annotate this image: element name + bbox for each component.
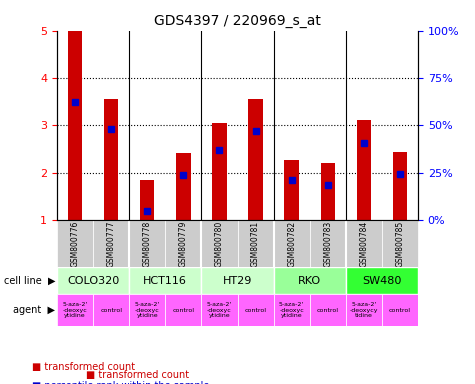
Text: control: control xyxy=(245,308,266,313)
Text: agent  ▶: agent ▶ xyxy=(13,305,55,315)
FancyBboxPatch shape xyxy=(57,294,93,326)
Bar xyxy=(176,153,190,220)
FancyBboxPatch shape xyxy=(93,220,129,267)
FancyBboxPatch shape xyxy=(238,294,274,326)
Text: control: control xyxy=(317,308,339,313)
Text: 5-aza-2'
-deoxyc
ytidine: 5-aza-2' -deoxyc ytidine xyxy=(279,302,304,318)
FancyBboxPatch shape xyxy=(129,267,201,294)
Text: cell line  ▶: cell line ▶ xyxy=(4,276,55,286)
FancyBboxPatch shape xyxy=(238,220,274,267)
Text: SW480: SW480 xyxy=(362,276,401,286)
Text: GSM800777: GSM800777 xyxy=(107,220,115,267)
Bar xyxy=(104,99,118,220)
Text: RKO: RKO xyxy=(298,276,321,286)
Text: 5-aza-2'
-deoxyc
ytidine: 5-aza-2' -deoxyc ytidine xyxy=(207,302,232,318)
Bar xyxy=(321,163,335,220)
FancyBboxPatch shape xyxy=(57,267,129,294)
FancyBboxPatch shape xyxy=(346,294,382,326)
Text: control: control xyxy=(172,308,194,313)
FancyBboxPatch shape xyxy=(201,267,274,294)
Text: GSM800785: GSM800785 xyxy=(396,220,404,267)
FancyBboxPatch shape xyxy=(57,220,93,267)
Bar xyxy=(140,180,154,220)
Text: GSM800783: GSM800783 xyxy=(323,220,332,267)
FancyBboxPatch shape xyxy=(201,294,238,326)
FancyBboxPatch shape xyxy=(129,294,165,326)
Bar xyxy=(212,123,227,220)
FancyBboxPatch shape xyxy=(201,220,238,267)
Text: ■ percentile rank within the sample: ■ percentile rank within the sample xyxy=(32,381,209,384)
FancyBboxPatch shape xyxy=(382,294,418,326)
Text: GSM800781: GSM800781 xyxy=(251,220,260,266)
Title: GDS4397 / 220969_s_at: GDS4397 / 220969_s_at xyxy=(154,14,321,28)
FancyBboxPatch shape xyxy=(346,220,382,267)
Bar xyxy=(68,31,82,220)
FancyBboxPatch shape xyxy=(165,294,201,326)
FancyBboxPatch shape xyxy=(346,267,418,294)
Bar xyxy=(248,99,263,220)
Text: HCT116: HCT116 xyxy=(143,276,187,286)
FancyBboxPatch shape xyxy=(310,294,346,326)
Text: GSM800778: GSM800778 xyxy=(143,220,152,267)
FancyBboxPatch shape xyxy=(382,220,418,267)
FancyBboxPatch shape xyxy=(165,220,201,267)
Text: COLO320: COLO320 xyxy=(67,276,119,286)
Bar xyxy=(357,120,371,220)
Text: 5-aza-2'
-deoxycy
tidine: 5-aza-2' -deoxycy tidine xyxy=(350,302,378,318)
Bar xyxy=(393,152,407,220)
Text: 5-aza-2'
-deoxyc
ytidine: 5-aza-2' -deoxyc ytidine xyxy=(134,302,160,318)
Text: control: control xyxy=(389,308,411,313)
Text: GSM800782: GSM800782 xyxy=(287,220,296,266)
Text: HT29: HT29 xyxy=(223,276,252,286)
Text: GSM800776: GSM800776 xyxy=(71,220,79,267)
FancyBboxPatch shape xyxy=(93,294,129,326)
Text: ■ transformed count: ■ transformed count xyxy=(32,362,135,372)
FancyBboxPatch shape xyxy=(310,220,346,267)
Text: control: control xyxy=(100,308,122,313)
Text: 5-aza-2'
-deoxyc
ytidine: 5-aza-2' -deoxyc ytidine xyxy=(62,302,88,318)
Text: GSM800779: GSM800779 xyxy=(179,220,188,267)
Text: ■ transformed count: ■ transformed count xyxy=(86,370,189,380)
Text: GSM800784: GSM800784 xyxy=(360,220,368,267)
Bar xyxy=(285,160,299,220)
FancyBboxPatch shape xyxy=(129,220,165,267)
FancyBboxPatch shape xyxy=(274,220,310,267)
FancyBboxPatch shape xyxy=(274,267,346,294)
Text: GSM800780: GSM800780 xyxy=(215,220,224,267)
FancyBboxPatch shape xyxy=(274,294,310,326)
